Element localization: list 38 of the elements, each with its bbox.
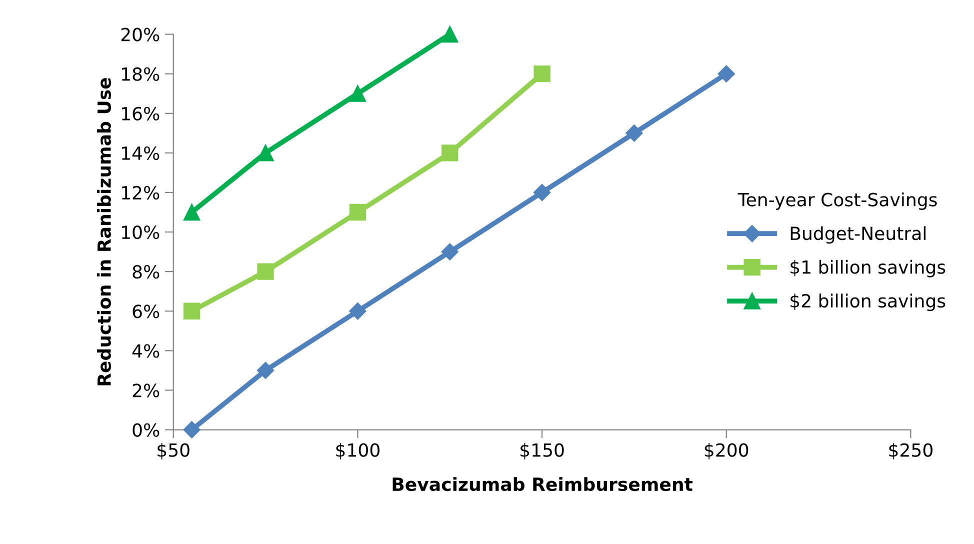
x-tick-label: $200: [704, 442, 748, 460]
y-tick-label: 2%: [132, 384, 160, 398]
point: [349, 302, 366, 320]
point: [257, 263, 274, 280]
legend-label: $2 billion savings: [790, 294, 946, 312]
y-tick-label: 0%: [132, 423, 160, 437]
x-tick-label: $100: [336, 442, 380, 460]
y-axis-title: Reduction in Ranibizumab Use: [97, 78, 111, 386]
x-axis-title: Bevacizumab Reimbursement: [392, 477, 693, 492]
y-tick-label: 8%: [132, 265, 160, 279]
point: [442, 144, 458, 162]
point: [183, 302, 200, 320]
point: [441, 243, 458, 260]
point: [349, 85, 366, 102]
point: [183, 421, 200, 438]
y-tick-label: 16%: [122, 106, 160, 120]
point: [256, 362, 274, 379]
x-tick-label: $250: [889, 442, 932, 460]
x-tick-label: $150: [520, 442, 564, 460]
point: [442, 26, 458, 43]
point: [718, 65, 735, 82]
y-tick-label: 18%: [122, 67, 160, 81]
y-tick-label: 10%: [122, 225, 160, 240]
point: [626, 124, 643, 142]
y-tick-label: 14%: [122, 146, 160, 160]
point: [257, 144, 274, 162]
point: [349, 204, 366, 221]
y-tick-label: 6%: [132, 304, 160, 318]
x-tick-label: $50: [158, 442, 190, 460]
point: [183, 204, 200, 221]
legend-label: $1 billion savings: [790, 260, 946, 278]
legend-label: Budget-Neutral: [790, 226, 926, 244]
y-tick-label: 12%: [122, 186, 160, 200]
y-tick-label: 20%: [121, 28, 160, 42]
point: [533, 184, 551, 202]
legend-title: Ten-year Cost-Savings: [738, 192, 937, 210]
y-tick-label: 4%: [132, 344, 160, 358]
point: [534, 65, 550, 82]
